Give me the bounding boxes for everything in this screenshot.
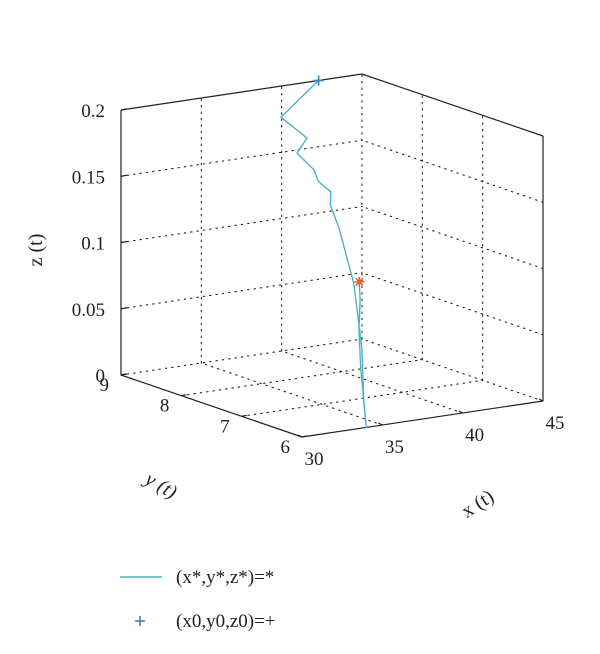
grid-line-z-back xyxy=(120,139,363,177)
box-edge xyxy=(120,73,363,111)
legend: (x*,y*,z*)=* (x0,y0,z0)=+ xyxy=(120,567,276,632)
grid-line-z-side xyxy=(361,272,544,336)
y-tick-label: 8 xyxy=(160,396,170,417)
grid-layer xyxy=(120,73,544,426)
box-edge-hidden xyxy=(120,338,363,376)
grid-line-z-back xyxy=(120,272,363,310)
x-tick-mark xyxy=(458,410,463,414)
box-edge-hidden xyxy=(361,338,544,402)
y-axis-label: y (t) xyxy=(140,467,181,504)
legend-plus-marker xyxy=(135,616,145,626)
grid-line-y-floor xyxy=(180,359,423,397)
y-tick-mark xyxy=(241,414,247,417)
y-tick-mark xyxy=(301,435,308,438)
z-tick-mark xyxy=(120,108,128,111)
box-edge xyxy=(120,374,303,438)
box-edge xyxy=(361,73,544,137)
z-tick-label: 0.15 xyxy=(72,167,105,188)
grid-line-x-floor xyxy=(281,350,464,414)
x-tick-label: 35 xyxy=(385,437,404,458)
z-tick-mark xyxy=(120,307,128,310)
y-tick-mark xyxy=(181,394,187,397)
grid-line-z-side xyxy=(361,205,544,270)
x-tick-label: 30 xyxy=(305,449,324,470)
grid-line-y-floor xyxy=(241,379,484,417)
x-tick-mark xyxy=(297,434,303,438)
legend-label-solution: (x*,y*,z*)=* xyxy=(176,567,274,588)
z-tick-mark xyxy=(120,373,128,376)
series-layer xyxy=(280,75,367,429)
solution-trajectory-line xyxy=(280,79,367,429)
z-tick-label: 0 xyxy=(96,366,106,387)
grid-line-x-floor xyxy=(200,362,383,426)
x-axis-label: x (t) xyxy=(458,486,498,523)
z-tick-mark xyxy=(120,240,128,244)
x-tick-mark xyxy=(378,422,383,426)
grid-line-z-side xyxy=(361,139,544,203)
axis-box xyxy=(120,73,544,438)
legend-label-initial: (x0,y0,z0)=+ xyxy=(176,611,276,632)
z-tick-label: 0.1 xyxy=(81,234,105,255)
box-edge xyxy=(301,400,544,438)
z-axis-label: z (t) xyxy=(25,234,47,267)
tick-labels: 30 35 40 45 6 7 8 90 0.05 0.1 0.15 0.2 xyxy=(72,101,565,470)
z-tick-label: 0.05 xyxy=(72,300,105,321)
y-tick-label: 7 xyxy=(220,416,230,437)
star-stroke xyxy=(355,277,364,286)
y-tick-label: 6 xyxy=(281,437,291,458)
x-tick-label: 40 xyxy=(465,425,484,446)
y-tick-label: 9 xyxy=(100,375,110,396)
grid-line-z-back xyxy=(120,205,363,244)
x-tick-label: 45 xyxy=(546,413,565,434)
equilibrium-star-marker xyxy=(354,276,365,287)
z-tick-label: 0.2 xyxy=(81,101,105,122)
z-tick-mark xyxy=(120,174,128,177)
x-tick-mark xyxy=(538,398,544,402)
initial-point-plus-marker xyxy=(313,75,324,86)
